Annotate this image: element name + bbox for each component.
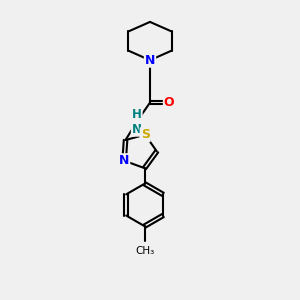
Text: N: N — [145, 54, 155, 67]
Text: S: S — [141, 128, 150, 141]
Text: O: O — [164, 96, 175, 109]
Text: H
N: H N — [132, 108, 142, 136]
Text: N: N — [119, 154, 129, 167]
Text: CH₃: CH₃ — [135, 246, 154, 256]
